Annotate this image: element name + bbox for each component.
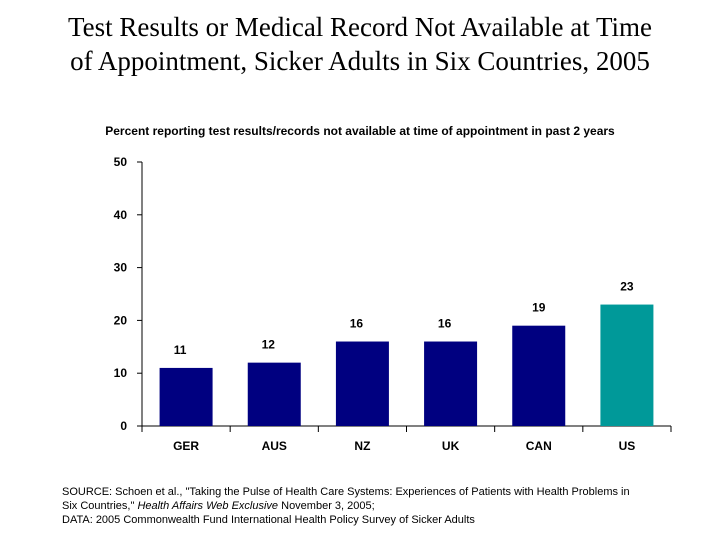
chart-title: Percent reporting test results/records n… (105, 124, 615, 138)
data-label: 16 (350, 317, 364, 331)
title-line-2: of Appointment, Sicker Adults in Six Cou… (70, 46, 650, 76)
category-label: US (619, 439, 636, 453)
y-tick-label: 50 (114, 155, 128, 169)
y-tick-label: 0 (120, 419, 127, 433)
slide-title: Test Results or Medical Record Not Avail… (0, 10, 720, 78)
source-note: SOURCE: Schoen et al., "Taking the Pulse… (62, 485, 702, 527)
source-journal: Health Affairs Web Exclusive (137, 500, 279, 512)
y-tick-label: 40 (114, 208, 128, 222)
y-tick-label: 10 (114, 366, 128, 380)
category-label: CAN (526, 439, 552, 453)
data-label: 16 (438, 317, 452, 331)
y-tick-label: 30 (114, 261, 128, 275)
source-line-1: SOURCE: Schoen et al., "Taking the Pulse… (62, 486, 630, 498)
bar (159, 367, 213, 426)
bar (600, 304, 654, 426)
data-label: 19 (532, 301, 546, 315)
source-line-2: Six Countries," Health Affairs Web Exclu… (62, 499, 702, 513)
data-label: 23 (620, 280, 634, 294)
y-tick-label: 20 (114, 313, 128, 327)
source-line-2-start: Six Countries," (62, 500, 138, 512)
source-line-2-end: November 3, 2005; (278, 500, 375, 512)
bar (512, 325, 566, 426)
category-label: AUS (262, 439, 287, 453)
category-label: UK (442, 439, 460, 453)
bar (424, 341, 478, 426)
data-label: 12 (262, 338, 276, 352)
title-line-1: Test Results or Medical Record Not Avail… (67, 12, 653, 42)
source-line-3: DATA: 2005 Commonwealth Fund Internation… (62, 514, 475, 526)
bar (247, 362, 301, 426)
category-label: NZ (354, 439, 370, 453)
category-label: GER (173, 439, 199, 453)
bar (335, 341, 389, 426)
data-label: 11 (174, 343, 187, 357)
